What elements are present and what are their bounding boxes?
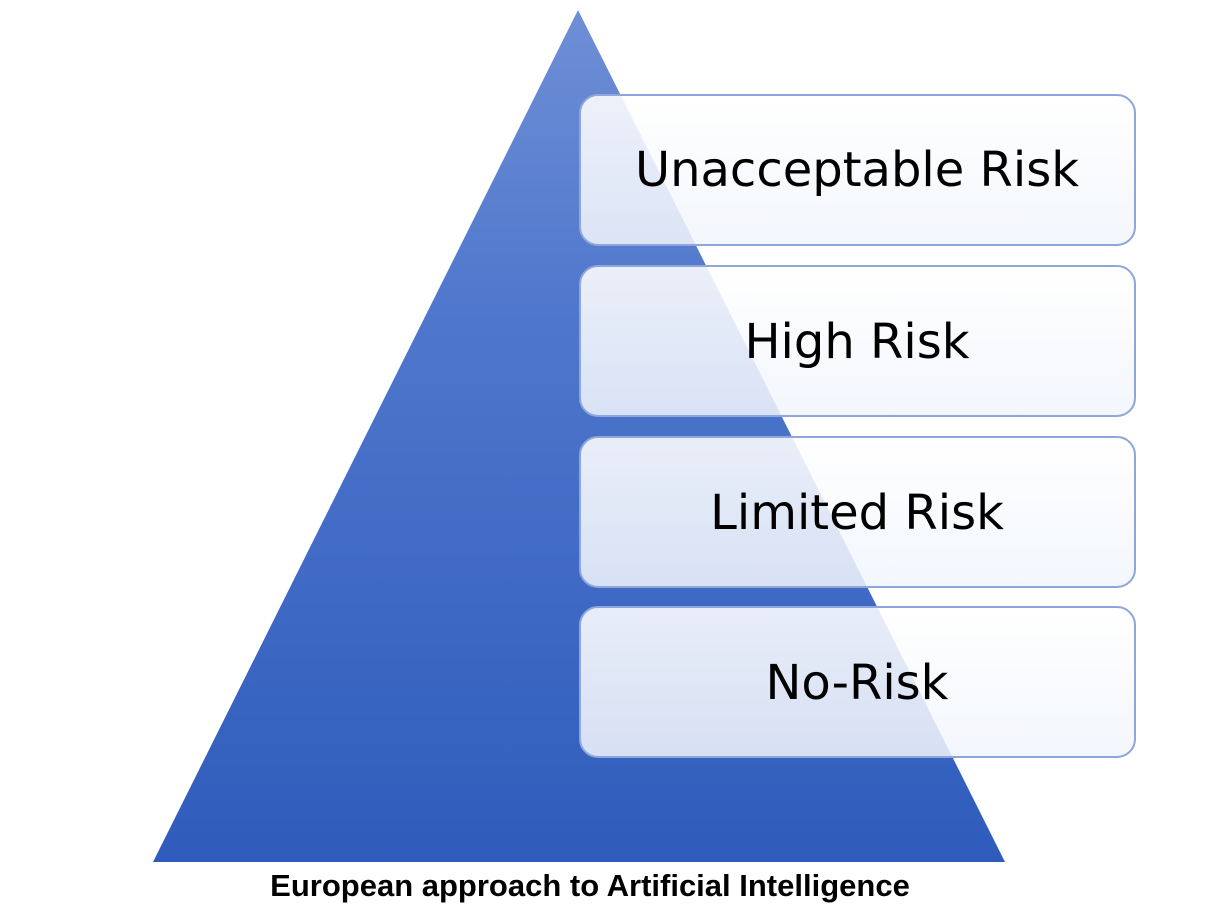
tier-label: Limited Risk (710, 485, 1004, 541)
diagram-caption: European approach to Artificial Intellig… (270, 868, 910, 903)
tier-box-no-risk: No-Risk (579, 606, 1136, 758)
tier-box-high-risk: High Risk (579, 265, 1136, 417)
tier-box-limited-risk: Limited Risk (579, 436, 1136, 588)
tier-box-unacceptable-risk: Unacceptable Risk (579, 94, 1136, 246)
tier-label: High Risk (744, 314, 969, 370)
tier-label: No-Risk (766, 655, 949, 711)
tier-label: Unacceptable Risk (635, 142, 1079, 198)
